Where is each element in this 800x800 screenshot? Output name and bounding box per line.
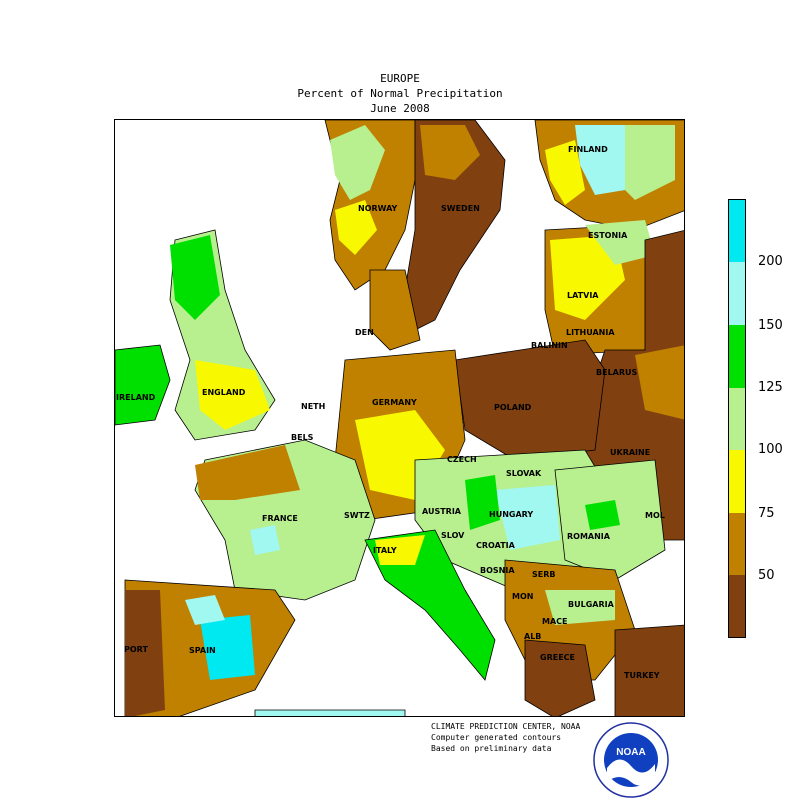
country-label-france: FRANCE <box>262 514 298 523</box>
country-label-croatia: CROATIA <box>476 541 515 550</box>
credit-line-3: Based on preliminary data <box>431 744 552 753</box>
land-italy <box>364 529 496 681</box>
precip-france-brown <box>195 445 300 500</box>
map-canvas <box>115 120 684 716</box>
legend-label-100: 100 <box>758 442 783 457</box>
legend-swatch-100-125 <box>729 388 745 450</box>
precip-france-cyan <box>250 525 280 555</box>
country-label-austria: AUSTRIA <box>422 507 461 516</box>
precipitation-map <box>114 119 685 717</box>
credit-line-2: Computer generated contours <box>431 733 562 742</box>
country-label-italy: ITALY <box>373 546 397 555</box>
legend-swatch-75-100 <box>729 450 745 513</box>
country-label-bulgaria: BULGARIA <box>568 600 614 609</box>
legend-swatch-over-200 <box>729 200 745 262</box>
legend-swatch-150-200 <box>729 262 745 325</box>
legend-swatch-125-150 <box>729 325 745 388</box>
country-label-finland: FINLAND <box>568 145 608 154</box>
map-period: June 2008 <box>370 102 430 115</box>
country-label-ireland: IRELAND <box>116 393 156 402</box>
precip-romania-green <box>585 500 620 530</box>
precip-east-brown <box>635 345 684 420</box>
precip-finland-cyan <box>575 125 625 195</box>
country-label-port: PORT <box>124 645 148 654</box>
land-poland <box>454 339 606 461</box>
precip-hungary-cyan <box>495 485 560 550</box>
precip-balkans-green <box>545 590 615 625</box>
credit-line-1: CLIMATE PREDICTION CENTER, NOAA <box>431 722 581 731</box>
country-label-slovak: SLOVAK <box>506 469 542 478</box>
map-subtitle: Percent of Normal Precipitation <box>297 87 503 100</box>
noaa-logo: NOAA <box>593 722 669 798</box>
precip-scotland-green <box>170 235 220 320</box>
precip-italy-yellow <box>375 535 425 565</box>
legend-color-bar <box>728 199 746 638</box>
precip-sweden-brown <box>420 125 480 180</box>
map-region-title: EUROPE <box>380 72 420 85</box>
country-label-serb: SERB <box>532 570 556 579</box>
land-turkey <box>614 624 684 716</box>
country-label-bosnia: BOSNIA <box>480 566 515 575</box>
country-label-bels: BELS <box>291 433 314 442</box>
country-label-sweden: SWEDEN <box>441 204 480 213</box>
legend-swatch-under-50 <box>729 575 745 637</box>
country-label-belarus: BELARUS <box>596 368 638 377</box>
country-label-romania: ROMANIA <box>567 532 610 541</box>
country-label-neth: NETH <box>301 402 326 411</box>
land-north-africa <box>254 709 406 716</box>
legend-swatch-50-75 <box>729 513 745 575</box>
precip-portugal-brown <box>125 590 165 716</box>
precip-baltics-yellow <box>550 235 625 320</box>
country-label-greece: GREECE <box>540 653 575 662</box>
country-label-hungary: HUNGARY <box>489 510 534 519</box>
precip-norway-yellow <box>335 200 377 255</box>
legend-label-200: 200 <box>758 254 783 269</box>
noaa-logo-text: NOAA <box>616 747 645 758</box>
precip-spain-lightcyan <box>185 595 225 625</box>
country-label-den: DEN <box>355 328 374 337</box>
legend-label-75: 75 <box>758 506 775 521</box>
country-label-estonia: ESTONIA <box>588 231 628 240</box>
precip-hungary-green <box>465 475 500 530</box>
country-label-mon: MON <box>512 592 534 601</box>
legend-label-150: 150 <box>758 318 783 333</box>
country-label-norway: NORWAY <box>358 204 398 213</box>
precip-estonia-green <box>585 220 655 265</box>
land-ireland <box>115 344 171 426</box>
precip-england-yellow <box>195 360 270 430</box>
legend-label-125: 125 <box>758 380 783 395</box>
land-greece <box>524 639 596 716</box>
country-label-balinin: BALININ <box>531 341 568 350</box>
country-label-spain: SPAIN <box>189 646 216 655</box>
country-label-turkey: TURKEY <box>624 671 660 680</box>
precip-finland-green <box>625 125 675 200</box>
country-label-swtz: SWTZ <box>344 511 370 520</box>
legend-label-50: 50 <box>758 568 775 583</box>
country-label-alb: ALB <box>524 632 542 641</box>
precip-spain-cyan <box>200 615 255 680</box>
country-label-mol: MOL <box>645 511 665 520</box>
country-label-lithuania: LITHUANIA <box>566 328 615 337</box>
country-label-mace: MACE <box>542 617 568 626</box>
country-label-poland: POLAND <box>494 403 532 412</box>
precip-norway-green <box>330 125 385 200</box>
country-label-germany: GERMANY <box>372 398 417 407</box>
precip-finland-yellow <box>545 140 585 205</box>
country-label-england: ENGLAND <box>202 388 246 397</box>
country-label-slov: SLOV <box>441 531 465 540</box>
land-denmark <box>369 269 421 351</box>
country-label-latvia: LATVIA <box>567 291 599 300</box>
country-label-ukraine: UKRAINE <box>610 448 651 457</box>
country-label-czech: CZECH <box>447 455 477 464</box>
